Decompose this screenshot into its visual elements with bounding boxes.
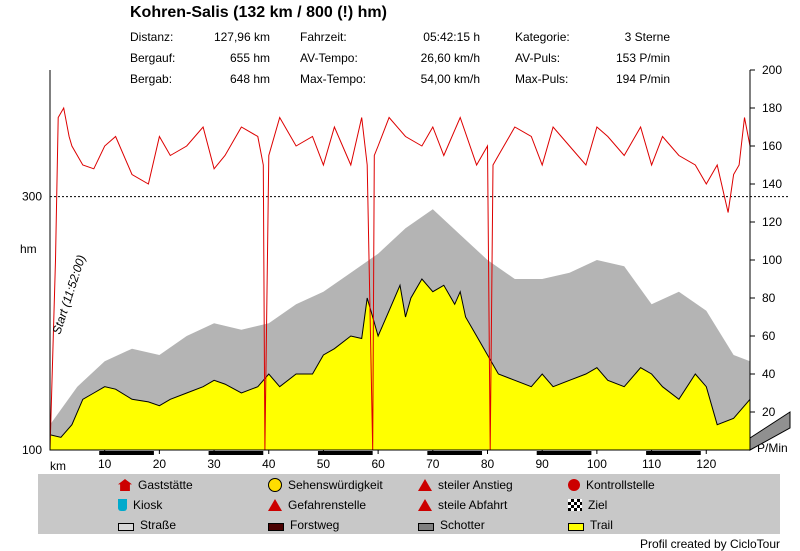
- stat-label: AV-Puls:: [515, 51, 561, 65]
- right-tick-label: 160: [762, 139, 782, 153]
- x-tick-label: 90: [536, 457, 550, 470]
- x-tick-label: 110: [642, 457, 661, 470]
- legend-label: Ziel: [588, 498, 608, 512]
- right-tick-label: 100: [762, 253, 782, 267]
- stat-value: 3 Sterne: [624, 30, 670, 44]
- right-axis-unit: P/Min: [757, 441, 788, 455]
- legend-item: Ziel: [568, 498, 607, 512]
- legend-label: steile Abfahrt: [438, 498, 508, 512]
- legend-item: steiler Anstieg: [418, 478, 513, 492]
- x-tick-label: 80: [481, 457, 495, 470]
- right-tick-label: 180: [762, 101, 782, 115]
- surface-segment: [317, 451, 373, 455]
- x-tick-label: 70: [426, 457, 440, 470]
- legend-label: Forstweg: [290, 518, 340, 532]
- stop-sign-icon: [568, 479, 580, 491]
- legend-label: Sehenswürdigkeit: [288, 478, 383, 492]
- legend-label: steiler Anstieg: [438, 478, 513, 492]
- right-tick-label: 20: [762, 405, 776, 419]
- pulse-line: [49, 106, 751, 451]
- right-tick-label: 200: [762, 63, 782, 77]
- left-axis-unit: hm: [20, 242, 37, 256]
- stat-value: 54,00 km/h: [420, 72, 480, 86]
- checkered-flag-icon: [568, 499, 582, 511]
- surface-segment: [427, 451, 483, 455]
- stat-label: Bergab:: [130, 72, 173, 86]
- stat-value: 648 hm: [229, 72, 270, 86]
- x-tick-label: 60: [371, 457, 385, 470]
- x-tick-label: 50: [317, 457, 331, 470]
- stat-label: Max-Puls:: [515, 72, 569, 86]
- right-tick-label: 60: [762, 329, 776, 343]
- legend-item: Kiosk: [118, 498, 162, 512]
- house-icon: [118, 479, 132, 491]
- steep-descent-icon: [418, 499, 432, 511]
- smiley-icon: [268, 478, 282, 492]
- legend-label: Trail: [590, 518, 613, 532]
- right-tick-label: 40: [762, 367, 776, 381]
- stat-label: Max-Tempo:: [300, 72, 367, 86]
- right-tick-label: 80: [762, 291, 776, 305]
- legend-item: Straße: [118, 518, 176, 532]
- x-axis-unit: km: [50, 459, 66, 473]
- x-tick-label: 100: [587, 457, 607, 470]
- stat-value: 05:42:15 h: [423, 30, 480, 44]
- legend-item: Gefahrenstelle: [268, 498, 366, 512]
- left-tick-label: 100: [22, 443, 42, 457]
- steep-climb-icon: [418, 479, 432, 491]
- trail-swatch-icon: [568, 523, 584, 531]
- stat-value: 26,60 km/h: [420, 51, 480, 65]
- stat-value: 153 P/min: [615, 51, 670, 65]
- legend-label: Gaststätte: [138, 478, 193, 492]
- x-tick-label: 30: [207, 457, 221, 470]
- warning-icon: [268, 499, 282, 511]
- x-tick-label: 10: [98, 457, 112, 470]
- legend: Gaststätte Sehenswürdigkeit steiler Anstie…: [38, 474, 780, 534]
- legend-label: Schotter: [440, 518, 485, 532]
- stat-label: Bergauf:: [130, 51, 176, 65]
- legend-label: Kiosk: [133, 498, 163, 512]
- gravel-swatch-icon: [418, 523, 434, 531]
- surface-segment: [536, 451, 592, 455]
- stat-label: Fahrzeit:: [300, 30, 347, 44]
- legend-item: Schotter: [418, 518, 485, 532]
- surface-segment: [99, 451, 154, 455]
- surface-segment: [646, 451, 701, 455]
- legend-item: Kontrollstelle: [568, 478, 655, 492]
- x-tick-label: 40: [262, 457, 276, 470]
- legend-item: Trail: [568, 518, 613, 532]
- right-tick-label: 140: [762, 177, 782, 191]
- surface-strip: [50, 451, 750, 455]
- stat-label: Distanz:: [130, 30, 174, 44]
- chart-base-wedge: [749, 411, 791, 451]
- surface-segment: [208, 451, 264, 455]
- stat-value: 127,96 km: [213, 30, 270, 44]
- legend-label: Gefahrenstelle: [288, 498, 367, 512]
- left-tick-label: 300: [22, 190, 42, 204]
- elevation-pulse-chart: 20 40 60 80 100 120 140 160 180 200 100 300 10 20 30 40…: [22, 63, 791, 470]
- x-tick-label: 120: [696, 457, 716, 470]
- legend-item: Gaststätte: [118, 478, 193, 492]
- right-tick-label: 120: [762, 215, 782, 229]
- credit-text: Profil created by CicloTour: [639, 537, 780, 551]
- stat-value: 194 P/min: [615, 72, 670, 86]
- elevation-area: [49, 278, 751, 451]
- stat-value: 655 hm: [229, 51, 270, 65]
- legend-item: steile Abfahrt: [418, 498, 507, 512]
- stat-label: AV-Tempo:: [300, 51, 358, 65]
- legend-label: Straße: [140, 518, 177, 532]
- forest-path-swatch-icon: [268, 523, 284, 531]
- road-swatch-icon: [118, 523, 134, 531]
- x-tick-label: 20: [153, 457, 167, 470]
- legend-label: Kontrollstelle: [586, 478, 655, 492]
- cup-icon: [118, 499, 127, 511]
- stat-label: Kategorie:: [515, 30, 570, 44]
- chart-title: Kohren-Salis (132 km / 800 (!) hm): [130, 4, 387, 21]
- legend-item: Sehenswürdigkeit: [268, 478, 383, 492]
- legend-item: Forstweg: [268, 518, 339, 532]
